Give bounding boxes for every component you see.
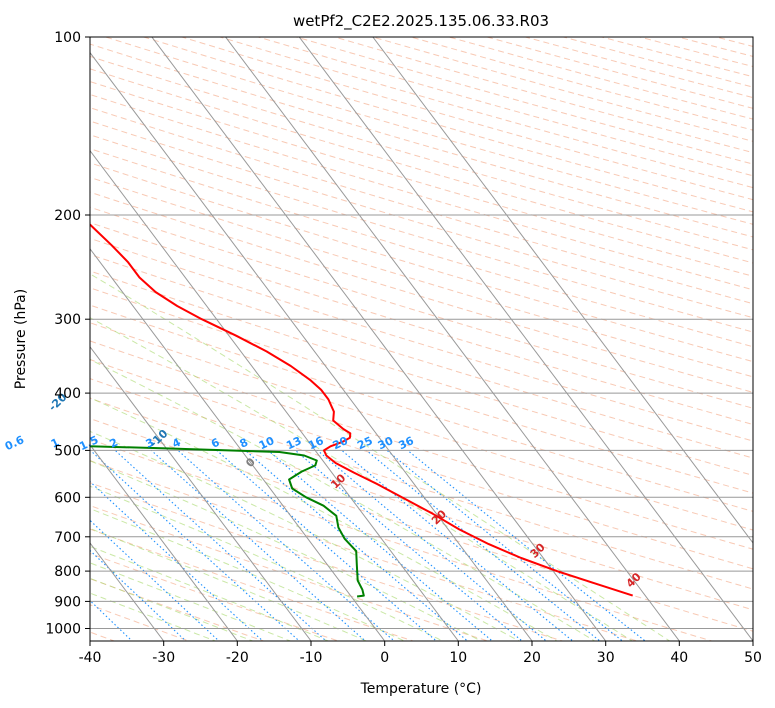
y-axis-label: Pressure (hPa) [13,289,29,389]
mixing-ratio-label: 20 [331,434,351,452]
x-tick-label: -40 [79,650,102,666]
dry-adiabat [90,460,639,641]
x-tick-label: 30 [597,650,615,666]
moist-adiabat [90,358,596,641]
dry-adiabat [90,176,753,378]
dry-adiabat [90,148,753,348]
y-tick-label: 100 [54,30,81,46]
mixing-ratio-label: 13 [284,434,303,452]
x-axis: -40 -30 -20 -10 0 10 20 30 40 50 [79,641,762,666]
isotherm-line [372,37,753,544]
x-tick-label: 20 [523,650,541,666]
isotherm-line [90,247,386,641]
y-tick-label: 500 [54,443,81,459]
mixing-ratio-label: 36 [397,434,417,452]
dry-adiabat [90,552,340,641]
y-tick-label: 600 [54,490,81,506]
x-tick-label: 10 [449,650,467,666]
y-tick-label: 400 [54,386,81,402]
plot-area [90,37,753,641]
moist-adiabat [90,577,255,641]
dry-adiabat [90,237,753,442]
y-tick-label: 300 [54,312,81,328]
isotherm-line [90,444,238,641]
dry-adiabat [90,93,753,291]
pressure-gridlines [90,37,753,629]
chart-title: wetPf2_C2E2.2025.135.06.33.R03 [293,12,549,31]
dry-adiabat [90,482,565,641]
moist-adiabat [90,592,217,641]
moist-adiabat [90,545,330,641]
moist-adiabat [90,508,406,641]
x-tick-label: -10 [300,650,323,666]
plot-frame [89,36,754,642]
x-tick-label: 50 [744,650,762,666]
mixing-ratio-label: 10 [257,434,277,452]
x-tick-label: 40 [670,650,688,666]
dry-adiabat [90,222,753,426]
x-axis-label: Temperature (°C) [360,681,482,697]
profile-series [90,223,634,598]
isotherms [90,37,753,641]
y-axis: 100 200 300 400 500 600 700 800 900 1000 [45,30,90,638]
dry-adiabat [90,378,753,590]
dry-adiabat [90,578,266,641]
moist-adiabat [90,460,483,641]
isotherm-line [151,37,607,641]
dry-adiabat [90,162,753,363]
temperature-profile [90,223,634,597]
mixing-ratio-label: 30 [376,434,396,452]
mixing-ratio-label: 25 [355,434,374,452]
y-tick-label: 800 [54,564,81,580]
y-tick-label: 900 [54,594,81,610]
moist-adiabat [90,397,559,641]
isotherm-line [298,37,753,641]
y-tick-label: 700 [54,530,81,546]
mixing-ratio-label: 16 [306,434,326,452]
isotherm-line [90,51,533,641]
y-tick-label: 200 [54,208,81,224]
moist-adiabat [90,430,521,641]
dry-adiabat [90,120,753,319]
x-tick-label: -30 [152,650,175,666]
isotherm-line [90,345,312,641]
isotherm-line [90,542,165,641]
x-tick-label: 0 [380,650,389,666]
dry-adiabat [90,417,753,632]
dry-adiabat [90,107,753,305]
x-tick-label: -20 [226,650,249,666]
dewpoint-profile [90,445,365,598]
isotherm-line [224,37,680,641]
dry-adiabat [90,304,753,512]
y-tick-label: 1000 [45,622,81,638]
dry-adiabat [90,528,415,641]
